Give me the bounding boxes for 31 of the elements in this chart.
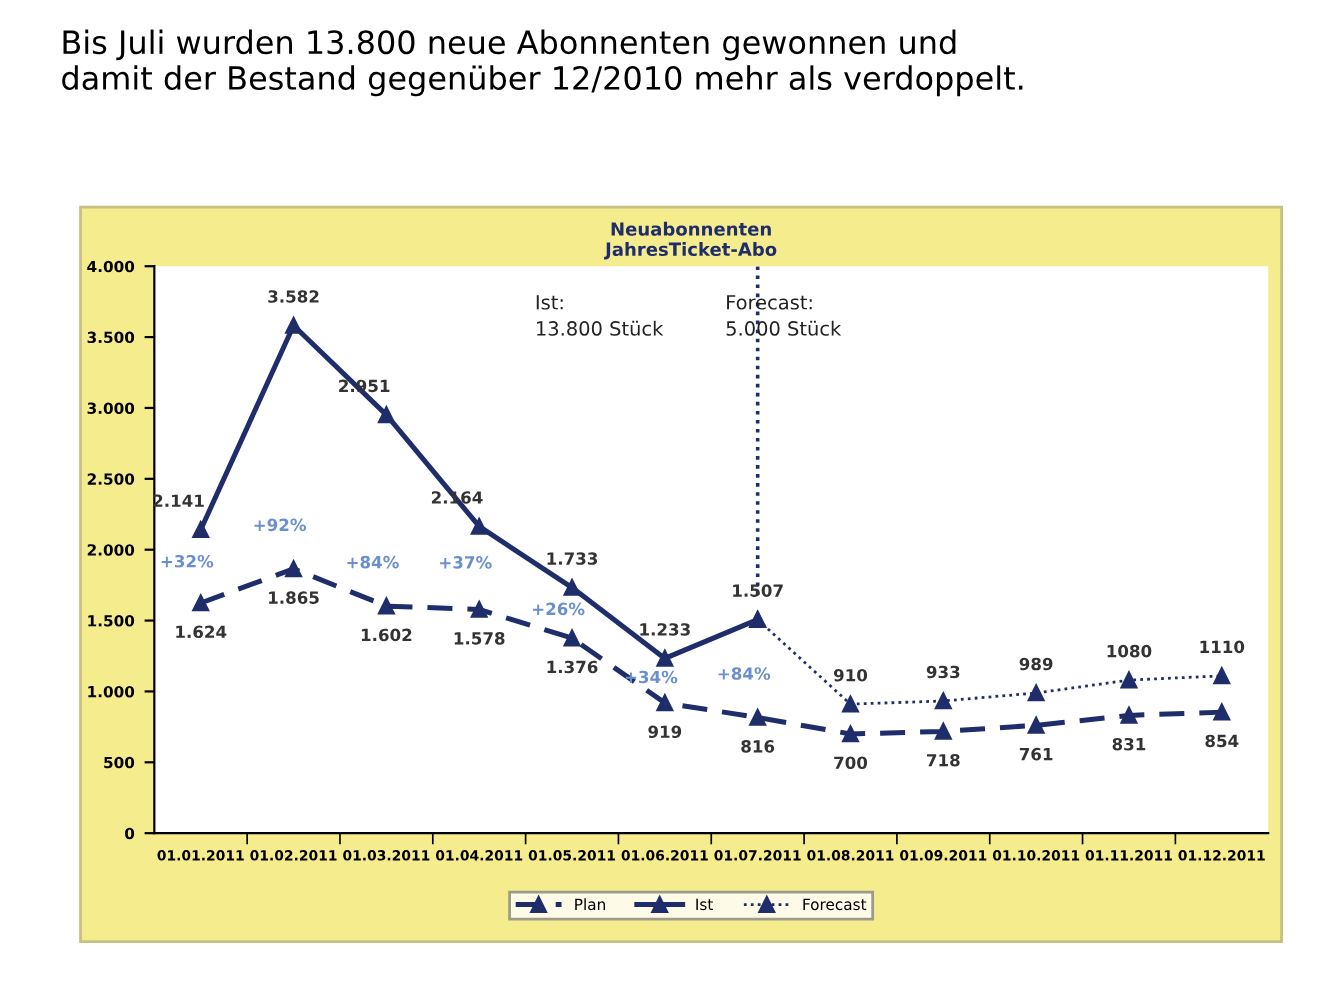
data-label: 1.233 — [640, 623, 690, 636]
data-label: 919 — [648, 725, 682, 739]
annotation: +84% — [718, 667, 771, 680]
data-label: 1.624 — [176, 625, 227, 639]
data-label: 1.507 — [733, 584, 783, 597]
data-label: 718 — [927, 753, 960, 767]
chart-title: Neuabonnenten JahresTicket-Abo — [604, 221, 777, 260]
data-label: 1080 — [1107, 644, 1152, 658]
annotation: +32% — [161, 554, 214, 568]
annotation: Ist: 13.800 Stück — [536, 295, 664, 336]
data-label: 989 — [1019, 657, 1053, 671]
data-label: 1110 — [1200, 640, 1245, 654]
data-label: 1.865 — [269, 591, 319, 604]
data-label: 816 — [741, 740, 775, 753]
data-label: 1.578 — [454, 632, 505, 645]
data-label: 1.602 — [361, 628, 412, 642]
chart-subtitle: Bis Juli wurden 13.800 neue Abonnenten gewonnen und damit der Bestand gegenüber 12/2010 mehr als verdoppelt. — [62, 29, 1023, 97]
data-label: 1.733 — [547, 552, 598, 565]
annotation: Forecast: 5.000 Stück — [726, 295, 842, 336]
annotation: +84% — [347, 555, 399, 569]
data-label: 700 — [834, 756, 868, 770]
data-label: 1.376 — [547, 660, 598, 674]
annotation: +92% — [254, 518, 307, 532]
data-label: 3.582 — [268, 290, 319, 303]
data-label: 933 — [926, 665, 960, 679]
data-label: 761 — [1019, 747, 1053, 761]
annotation: +37% — [440, 556, 492, 569]
annotation: +26% — [532, 602, 585, 616]
data-label: 854 — [1205, 734, 1239, 748]
data-label: 910 — [833, 668, 868, 682]
data-label: 831 — [1112, 737, 1146, 751]
